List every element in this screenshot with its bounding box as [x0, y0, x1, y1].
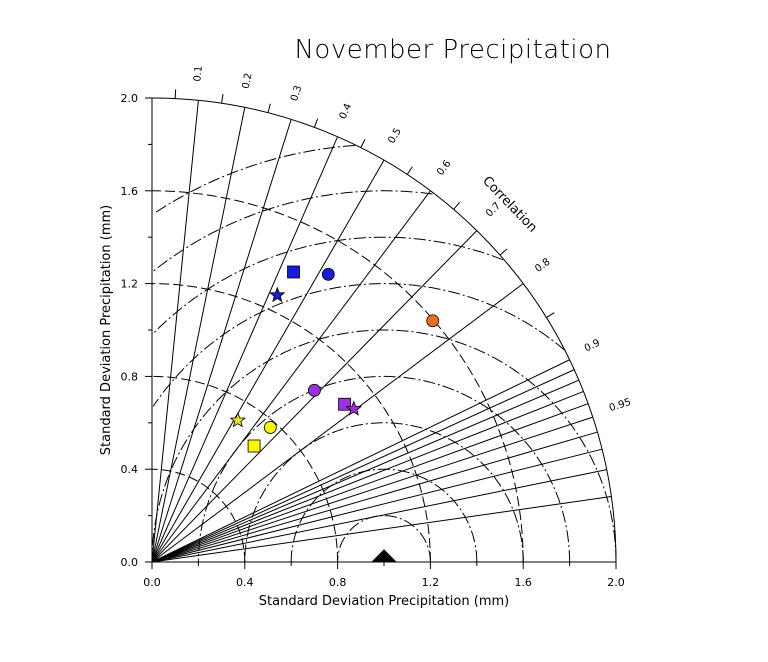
- correlation-ray: [151, 107, 246, 563]
- correlation-ray: [151, 283, 524, 563]
- x-tick-label: 1.6: [514, 576, 532, 589]
- correlation-ray: [151, 190, 431, 563]
- correlation-ray: [151, 119, 292, 563]
- star-marker: [229, 411, 247, 428]
- correlation-minor-tick: [546, 312, 555, 318]
- x-tick-label: 0.0: [143, 576, 161, 589]
- star-marker: [345, 400, 363, 416]
- rms-arc: [337, 515, 431, 562]
- rms-arc: [244, 422, 524, 562]
- square-marker: [287, 265, 300, 279]
- chart-title: November Precipitation: [294, 35, 611, 65]
- y-axis-label: Standard Deviation Precipitation (mm): [99, 205, 114, 455]
- std-arc: [151, 375, 339, 563]
- correlation-tick-label: 0.95: [608, 397, 633, 414]
- x-tick-label: 0.8: [329, 576, 347, 589]
- circle-marker: [307, 383, 321, 397]
- rms-arc: [151, 329, 617, 562]
- correlation-minor-tick: [267, 103, 271, 113]
- correlation-axis-label: Correlation: [479, 174, 540, 236]
- correlation-ray: [151, 469, 607, 563]
- correlation-minor-tick: [499, 248, 508, 256]
- rms-arc: [290, 468, 478, 562]
- y-tick-label: 1.6: [121, 185, 139, 198]
- correlation-ray: [151, 390, 584, 563]
- std-arc: [151, 190, 524, 563]
- correlation-ray: [151, 159, 385, 563]
- correlation-tick-label: 0.6: [435, 158, 453, 177]
- circle-marker: [263, 421, 277, 434]
- x-tick-label: 0.4: [236, 576, 254, 589]
- data-markers: [229, 265, 440, 563]
- correlation-tick-label: 0.8: [533, 257, 552, 275]
- star-marker: [269, 286, 286, 303]
- correlation-minor-tick: [360, 139, 366, 148]
- correlation-tick-label: 0.5: [386, 126, 403, 145]
- circle-marker: [426, 314, 440, 328]
- outer-arc: [151, 97, 617, 563]
- correlation-minor-tick: [406, 166, 413, 175]
- rms-arc: [197, 375, 571, 562]
- correlation-tick-label: 0.2: [241, 72, 255, 90]
- correlation-ray: [151, 359, 570, 563]
- correlation-ray: [151, 496, 612, 563]
- rms-arc: [152, 283, 566, 407]
- y-tick-label: 0.0: [121, 556, 139, 569]
- correlation-ray: [151, 448, 603, 563]
- x-axis-label: Standard Deviation Precipitation (mm): [259, 594, 509, 609]
- std-arc: [151, 283, 431, 563]
- rms-arc: [152, 190, 433, 272]
- x-tick-label: 1.2: [422, 576, 440, 589]
- rms-arc: [151, 236, 504, 335]
- circle-marker: [321, 267, 335, 281]
- y-tick-label: 0.4: [121, 463, 139, 476]
- correlation-ray: [151, 136, 339, 563]
- grid: 0.1 0.20.30.40.50.60.70.80.90.950.00.00.4…: [121, 65, 633, 589]
- x-tick-label: 2.0: [607, 576, 625, 589]
- correlation-ray: [151, 379, 580, 563]
- correlation-tick-label: 0.1: [192, 65, 205, 82]
- correlation-ray: [151, 403, 589, 563]
- square-marker: [247, 439, 261, 453]
- correlation-ray: [151, 369, 575, 563]
- correlation-minor-tick: [221, 93, 224, 104]
- correlation-minor-tick: [313, 118, 319, 128]
- correlation-tick-label: 0.3: [289, 84, 304, 102]
- correlation-ray: [151, 416, 593, 563]
- correlation-ray: [151, 431, 598, 563]
- y-tick-label: 0.8: [121, 370, 139, 383]
- correlation-ray: [151, 100, 199, 563]
- correlation-minor-tick: [453, 202, 461, 210]
- correlation-tick-label: 0.4: [338, 102, 354, 121]
- y-tick-label: 2.0: [121, 92, 139, 105]
- correlation-tick-label: 0.9: [583, 338, 602, 355]
- rms-arc: [153, 144, 355, 215]
- y-tick-label: 1.2: [121, 278, 139, 291]
- reference-marker: [370, 549, 398, 563]
